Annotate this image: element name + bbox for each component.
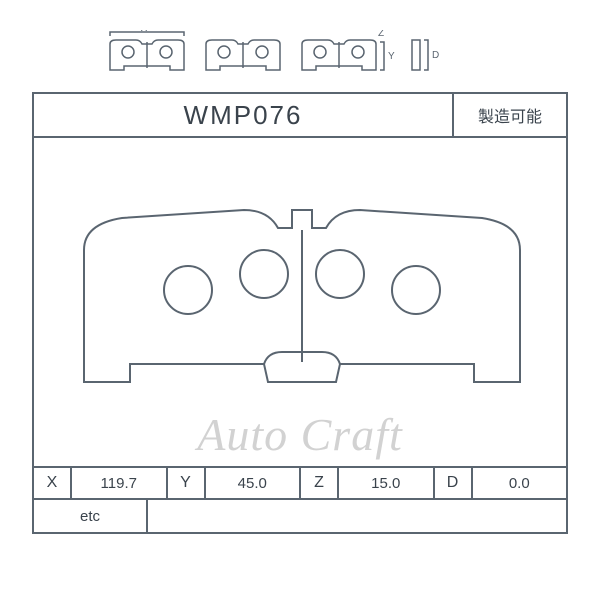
part-number: WMP076: [34, 94, 454, 136]
dim-x-label: X: [34, 468, 72, 498]
dim-y-value: 45.0: [206, 468, 302, 498]
dim-y-label: Y: [168, 468, 206, 498]
legend-d-label: D: [432, 50, 439, 61]
legend-side-svg: D: [410, 30, 446, 88]
dim-x-value: 119.7: [72, 468, 168, 498]
header-row: WMP076 製造可能: [34, 94, 566, 138]
drawing-area: Auto Craft: [34, 138, 566, 468]
dim-d-label: D: [435, 468, 473, 498]
dim-z-label: Z: [301, 468, 339, 498]
dimension-legend: X Y: [106, 30, 568, 88]
etc-value: [148, 500, 566, 532]
watermark: Auto Craft: [34, 408, 566, 461]
pad-drawing: [68, 202, 536, 412]
legend-x-label: X: [141, 30, 148, 34]
legend-y-label: Y: [388, 51, 395, 62]
dim-z-value: 15.0: [339, 468, 435, 498]
dim-d-value: 0.0: [473, 468, 567, 498]
etc-label: etc: [34, 500, 148, 532]
dimensions-row: X 119.7 Y 45.0 Z 15.0 D 0.0: [34, 468, 566, 500]
etc-row: etc: [34, 500, 566, 532]
legend-svg: X Y: [106, 30, 406, 88]
status-label: 製造可能: [454, 94, 566, 136]
legend-z-label: Z: [378, 30, 384, 39]
spec-frame: WMP076 製造可能 Auto Craft: [32, 92, 568, 534]
